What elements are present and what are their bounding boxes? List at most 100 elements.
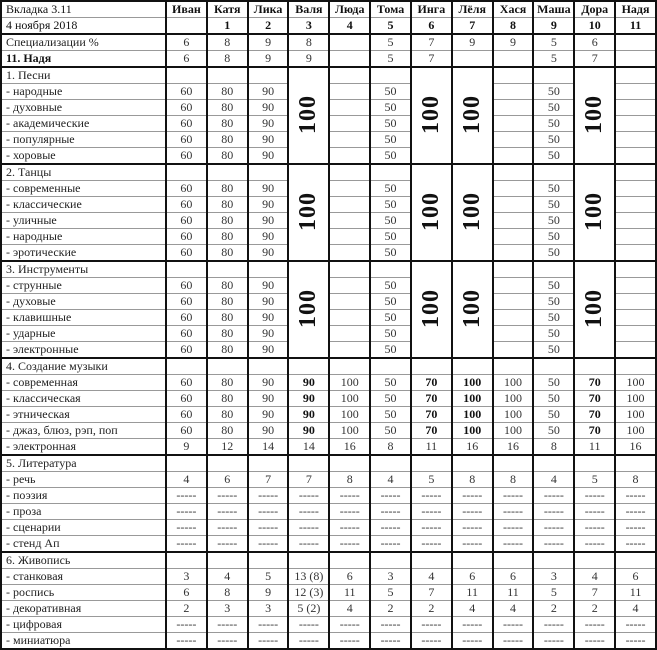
score-cell: 90 — [246, 180, 290, 197]
score-cell: 3 — [532, 568, 576, 585]
score-cell: ----- — [369, 503, 412, 520]
score-cell: 80 — [205, 244, 249, 262]
table-row: - речь 4 6 7 7 8 4 5 8 8 4 5 8 — [0, 471, 657, 488]
summary-cell: 5 — [532, 50, 576, 68]
score-cell: 4 — [328, 600, 372, 617]
score-cell: 90 — [287, 422, 331, 439]
group-header-cell — [491, 260, 535, 278]
score-cell: 50 — [369, 341, 412, 359]
score-cell: ----- — [246, 519, 290, 536]
table-row: - цифровая ----- ----- ----- ----- ----- -----… — [0, 616, 657, 633]
summary-row: Специализации % 6 8 9 8 5 7 9 9 5 6 — [0, 33, 657, 51]
score-cell: 60 — [165, 277, 208, 294]
score-cell — [614, 325, 657, 342]
column-header-number — [165, 17, 208, 35]
score-cell: 50 — [369, 115, 412, 132]
score-cell — [328, 99, 372, 116]
summary-cell — [450, 50, 494, 68]
row-label: - речь — [0, 471, 167, 488]
score-cell — [491, 228, 535, 245]
score-cell: ----- — [328, 503, 372, 520]
score-cell: 100 — [491, 374, 535, 391]
group-header-cell — [491, 66, 535, 84]
merged-score-value: 100 — [417, 288, 444, 328]
group-header-cell — [205, 357, 249, 375]
row-label: - популярные — [0, 131, 167, 148]
merged-score-cell: 100 — [450, 260, 494, 359]
score-cell: 3 — [246, 600, 290, 617]
merged-score-value: 100 — [295, 191, 322, 231]
summary-row: 11. Надя 6 8 9 9 5 7 5 7 — [0, 50, 657, 68]
score-cell — [614, 196, 657, 213]
column-header-name: Валя — [287, 0, 331, 18]
score-cell: 6 — [450, 568, 494, 585]
score-cell: 80 — [205, 99, 249, 116]
group-header-cell — [450, 454, 494, 472]
score-cell: 50 — [532, 212, 576, 229]
score-cell: 60 — [165, 147, 208, 165]
score-cell: ----- — [573, 616, 617, 633]
summary-row-label: 11. Надя — [0, 50, 167, 68]
score-cell: 6 — [205, 471, 249, 488]
score-cell: ----- — [205, 632, 249, 650]
row-label: - классические — [0, 196, 167, 213]
score-cell: 90 — [246, 277, 290, 294]
score-cell: ----- — [246, 503, 290, 520]
score-cell: 100 — [614, 422, 657, 439]
group-header-cell — [409, 551, 453, 569]
score-cell: ----- — [369, 616, 412, 633]
column-header-number: 5 — [369, 17, 412, 35]
row-label: - народные — [0, 228, 167, 245]
score-cell: ----- — [532, 519, 576, 536]
merged-score-cell: 100 — [409, 163, 453, 262]
group-header-cell — [328, 551, 372, 569]
score-cell: 60 — [165, 422, 208, 439]
score-cell: 100 — [491, 390, 535, 407]
score-cell: 4 — [614, 600, 657, 617]
group-header-cell — [369, 551, 412, 569]
score-cell: ----- — [532, 503, 576, 520]
row-label: - джаз, блюз, рэп, поп — [0, 422, 167, 439]
score-cell: 5 — [409, 471, 453, 488]
score-cell: ----- — [491, 632, 535, 650]
score-cell: 8 — [205, 584, 249, 601]
summary-cell: 8 — [205, 33, 249, 51]
score-cell: ----- — [165, 616, 208, 633]
score-cell: 100 — [614, 374, 657, 391]
score-cell: 50 — [369, 83, 412, 100]
score-cell: 50 — [369, 374, 412, 391]
column-header-number: 4 — [328, 17, 372, 35]
score-cell: ----- — [450, 535, 494, 553]
table-row: - станковая 3 4 5 13 (8) 6 3 4 6 6 3 4 6 — [0, 568, 657, 585]
score-cell: 50 — [369, 244, 412, 262]
score-cell — [614, 228, 657, 245]
score-cell — [614, 99, 657, 116]
score-cell: 100 — [450, 390, 494, 407]
score-cell — [491, 180, 535, 197]
score-cell: 80 — [205, 277, 249, 294]
score-cell: 60 — [165, 390, 208, 407]
row-label: - духовые — [0, 293, 167, 310]
summary-cell: 7 — [409, 50, 453, 68]
score-cell: 80 — [205, 196, 249, 213]
score-cell: 50 — [532, 196, 576, 213]
group-header-cell — [614, 551, 657, 569]
merged-score-cell: 100 — [409, 260, 453, 359]
group-header-cell — [287, 454, 331, 472]
merged-score-cell: 100 — [573, 260, 617, 359]
score-cell: 8 — [491, 471, 535, 488]
table-row: - современная 60 80 90 90 100 50 70 100 100 50 70 10… — [0, 374, 657, 391]
score-cell: 80 — [205, 212, 249, 229]
summary-cell: 9 — [491, 33, 535, 51]
score-cell: 4 — [450, 600, 494, 617]
row-label: - эротические — [0, 244, 167, 262]
score-cell: 80 — [205, 309, 249, 326]
summary-cell: 9 — [246, 33, 290, 51]
sheet-date: 4 ноября 2018 — [0, 17, 167, 35]
score-cell: ----- — [491, 616, 535, 633]
row-label: - проза — [0, 503, 167, 520]
score-cell: 7 — [573, 584, 617, 601]
score-cell — [328, 147, 372, 165]
score-cell: 16 — [491, 438, 535, 456]
score-cell: 6 — [165, 584, 208, 601]
